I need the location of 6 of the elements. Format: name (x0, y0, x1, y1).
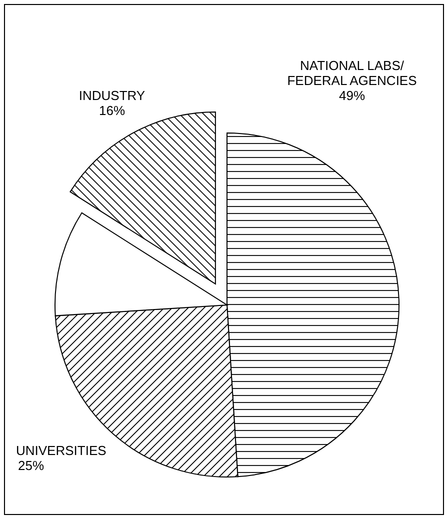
slice-label: UNIVERSITIES (16, 443, 107, 458)
slice-label: INDUSTRY (78, 88, 146, 103)
data-label: 49% (338, 88, 366, 103)
slice-label: NATIONAL LABS/ FEDERAL AGENCIES (287, 58, 418, 88)
data-label: 16% (98, 103, 126, 118)
data-label: 25% (18, 458, 44, 473)
